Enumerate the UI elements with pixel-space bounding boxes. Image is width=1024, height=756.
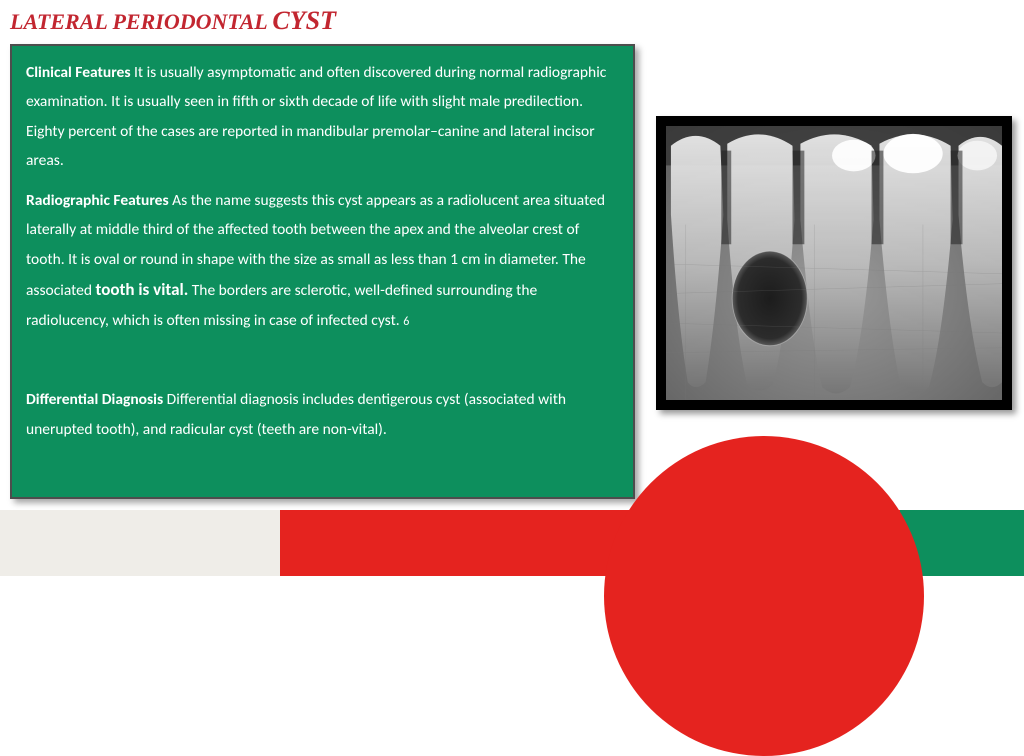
radiograph-frame — [656, 116, 1012, 410]
footer-red-circle — [604, 436, 924, 756]
slide-title: LATERAL PERIODONTAL CYST — [10, 6, 336, 36]
clinical-paragraph: Clinical Features It is usually asymptom… — [26, 58, 619, 176]
title-prefix: LATERAL PERIODONTAL — [10, 9, 272, 34]
title-emphasis: CYST — [272, 6, 336, 35]
clinical-heading: Clinical Features — [26, 63, 131, 82]
radiographic-paragraph: Radiographic Features As the name sugges… — [26, 186, 619, 336]
differential-paragraph: Differential Diagnosis Differential diag… — [26, 385, 619, 444]
radiograph-image — [666, 126, 1002, 400]
radiographic-heading: Radiographic Features — [26, 191, 169, 210]
spacer-paragraph — [26, 346, 619, 375]
vital-emphasis: tooth is vital. — [96, 279, 189, 300]
content-panel: Clinical Features It is usually asymptom… — [10, 44, 635, 499]
differential-heading: Differential Diagnosis — [26, 390, 163, 409]
footnote-ref: 6 — [403, 315, 409, 329]
footer-decoration — [0, 510, 1024, 576]
